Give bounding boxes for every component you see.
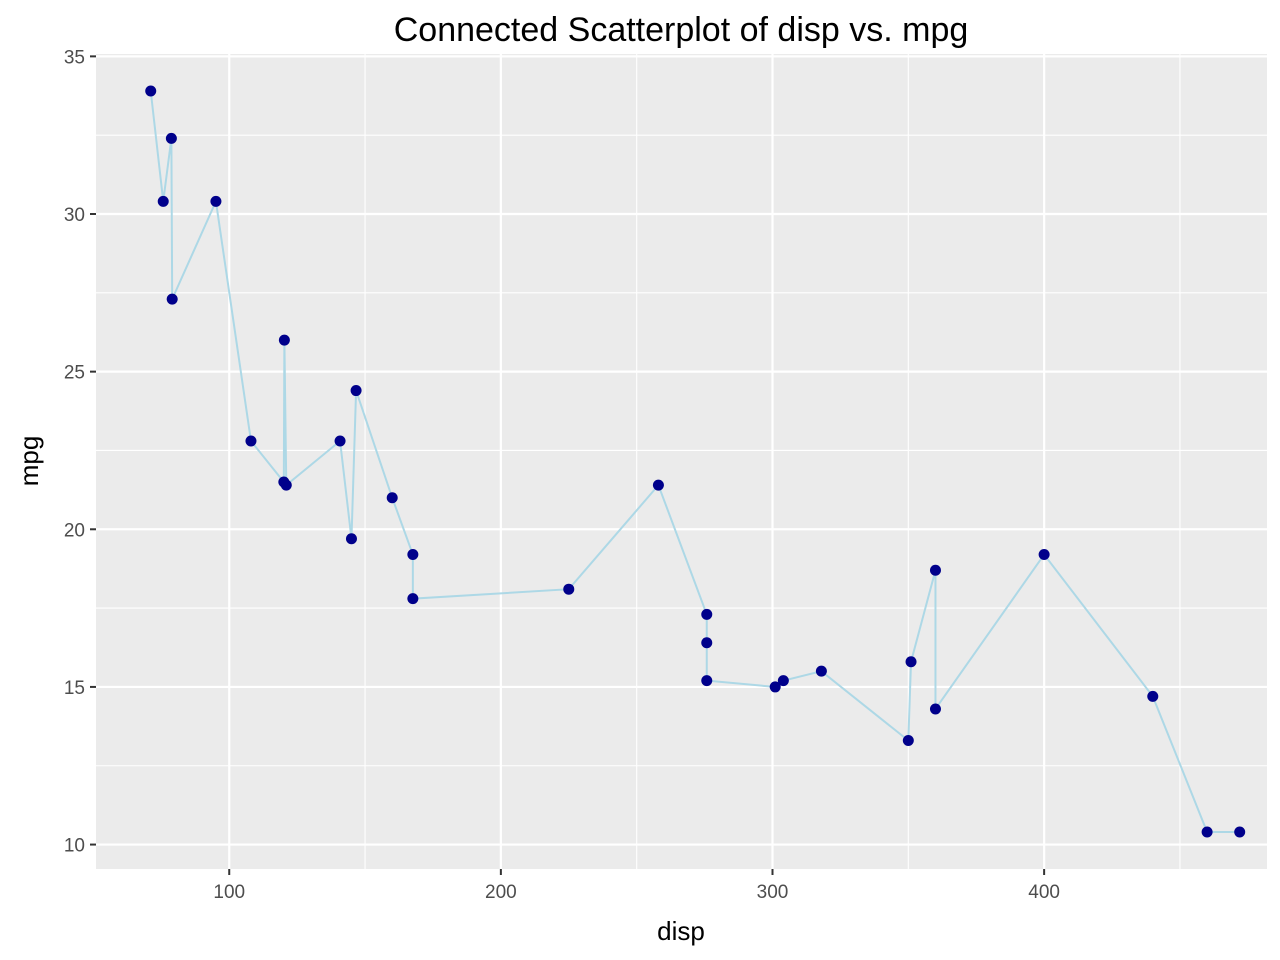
x-tick-label: 100 xyxy=(213,882,245,903)
data-point xyxy=(407,549,419,561)
data-point xyxy=(350,385,362,397)
y-tick-label: 10 xyxy=(64,836,85,857)
plot-panel xyxy=(96,54,1267,869)
data-point xyxy=(769,681,781,693)
y-tick-label: 30 xyxy=(64,205,85,226)
data-point xyxy=(280,479,292,491)
data-point xyxy=(701,608,713,620)
x-axis: 100 200 300 400 xyxy=(213,869,1060,903)
grid-major xyxy=(96,54,1267,869)
data-point xyxy=(386,492,398,504)
data-point xyxy=(563,583,575,595)
data-point xyxy=(165,132,177,144)
y-tick-label: 20 xyxy=(64,520,85,541)
x-tick-label: 200 xyxy=(485,882,517,903)
y-tick-label: 35 xyxy=(64,47,85,68)
data-point xyxy=(1234,826,1246,838)
data-point xyxy=(145,85,157,97)
data-point xyxy=(210,195,222,207)
data-point xyxy=(701,675,713,687)
y-axis-title: mpg xyxy=(14,436,44,487)
data-point xyxy=(929,703,941,715)
points-layer xyxy=(145,85,1246,838)
data-point xyxy=(334,435,346,447)
y-axis: 10 15 20 25 30 35 xyxy=(64,47,96,857)
data-point xyxy=(1201,826,1213,838)
data-point xyxy=(902,735,914,747)
data-point xyxy=(929,564,941,576)
y-tick-label: 15 xyxy=(64,678,85,699)
data-point xyxy=(407,593,419,605)
data-point xyxy=(166,293,178,305)
y-tick-label: 25 xyxy=(64,363,85,384)
data-point xyxy=(815,665,827,677)
data-point xyxy=(701,637,713,649)
data-point xyxy=(245,435,257,447)
data-point xyxy=(777,675,789,687)
x-tick-label: 300 xyxy=(757,882,789,903)
data-point xyxy=(652,479,664,491)
data-point xyxy=(345,533,357,545)
data-point xyxy=(157,195,169,207)
grid-minor xyxy=(96,54,1267,869)
chart-title: Connected Scatterplot of disp vs. mpg xyxy=(394,11,969,49)
x-axis-title: disp xyxy=(657,916,705,946)
data-point xyxy=(905,656,917,668)
data-point xyxy=(1147,690,1159,702)
data-point xyxy=(1038,549,1050,561)
data-point xyxy=(278,334,290,346)
x-tick-label: 400 xyxy=(1028,882,1060,903)
